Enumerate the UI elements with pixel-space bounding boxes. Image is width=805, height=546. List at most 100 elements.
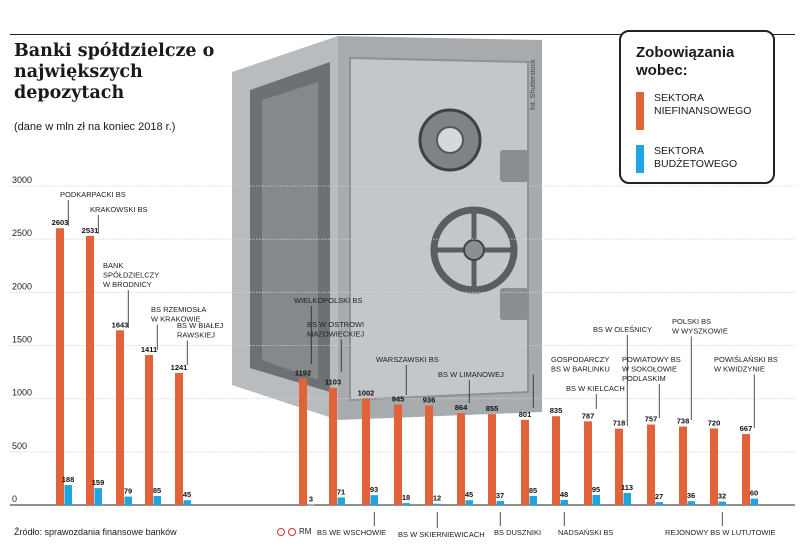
category-label: BS W KIELCACH bbox=[566, 384, 625, 393]
y-tick-label: 3000 bbox=[12, 175, 32, 185]
category-label: KRAKOWSKI BS bbox=[90, 205, 148, 214]
category-label: BS RZEMIOSŁA W KRAKOWIE bbox=[151, 305, 206, 324]
data-label-niefinansowy: 720 bbox=[708, 418, 721, 427]
bar-budzetowy bbox=[433, 503, 441, 505]
category-label: BS DUSZNIKI bbox=[494, 528, 541, 537]
data-label-budzetowy: 18 bbox=[402, 493, 410, 502]
data-label-niefinansowy: 1002 bbox=[358, 388, 375, 397]
data-label-niefinansowy: 936 bbox=[423, 395, 436, 404]
bar-niefinansowy bbox=[175, 373, 183, 505]
data-label-budzetowy: 79 bbox=[124, 487, 132, 496]
data-label-budzetowy: 27 bbox=[655, 492, 663, 501]
data-label-budzetowy: 113 bbox=[621, 483, 633, 492]
category-label: GOSPODARCZY BS W BARLINKU bbox=[551, 355, 610, 374]
bar-budzetowy bbox=[337, 497, 345, 505]
bar-niefinansowy bbox=[116, 330, 124, 505]
data-label-niefinansowy: 855 bbox=[486, 404, 499, 413]
rm-label: RM bbox=[299, 527, 312, 536]
data-label-niefinansowy: 1192 bbox=[295, 368, 311, 377]
rm-mark: RM bbox=[277, 527, 311, 536]
legend: Zobowiązania wobec: SEKTORA NIEFINANSOWE… bbox=[619, 30, 775, 184]
bar-niefinansowy bbox=[615, 428, 623, 505]
y-tick-label: 2000 bbox=[12, 281, 32, 291]
data-label-budzetowy: 60 bbox=[750, 489, 758, 498]
category-label: WIELKOPOLSKI BS bbox=[294, 296, 362, 305]
category-label: POLSKI BS W WYSZKOWIE bbox=[672, 317, 728, 336]
bar-budzetowy bbox=[623, 492, 631, 505]
legend-title: Zobowiązania wobec: bbox=[636, 44, 735, 79]
category-label: BS W SKIERNIEWICACH bbox=[398, 530, 485, 539]
data-label-niefinansowy: 835 bbox=[550, 406, 563, 415]
bar-niefinansowy bbox=[710, 428, 718, 505]
bar-niefinansowy bbox=[86, 235, 94, 505]
data-label-budzetowy: 12 bbox=[433, 494, 441, 503]
bar-budzetowy bbox=[153, 495, 161, 505]
logo-icon bbox=[288, 527, 296, 536]
bar-niefinansowy bbox=[56, 228, 64, 505]
bar-niefinansowy bbox=[457, 413, 465, 505]
bar-budzetowy bbox=[183, 500, 191, 505]
bar-niefinansowy bbox=[362, 398, 370, 505]
legend-label: SEKTORA BUDŻETOWEGO bbox=[654, 145, 738, 170]
legend-swatch-blue bbox=[636, 145, 644, 173]
bar-niefinansowy bbox=[647, 424, 655, 505]
bar-budzetowy bbox=[529, 495, 537, 505]
category-label: NADSAŃSKI BS bbox=[558, 528, 613, 537]
data-label-niefinansowy: 1643 bbox=[112, 320, 129, 329]
data-label-niefinansowy: 718 bbox=[613, 419, 626, 428]
category-label: WARSZAWSKI BS bbox=[376, 355, 439, 364]
data-label-budzetowy: 45 bbox=[183, 490, 191, 499]
category-label: BANK SPÓŁDZIELCZY W BRODNICY bbox=[103, 261, 159, 289]
bar-niefinansowy bbox=[394, 404, 402, 505]
data-label-niefinansowy: 1103 bbox=[325, 378, 341, 387]
y-tick-label: 0 bbox=[12, 494, 17, 504]
bar-niefinansowy bbox=[425, 405, 433, 505]
top-rule bbox=[10, 34, 795, 35]
bar-niefinansowy bbox=[329, 387, 337, 505]
bar-budzetowy bbox=[370, 495, 378, 505]
bar-niefinansowy bbox=[584, 421, 592, 505]
data-label-budzetowy: 93 bbox=[370, 485, 378, 494]
logo-icon bbox=[277, 527, 285, 536]
category-label: BS W OSTROWI MAZOWIECKIEJ bbox=[307, 320, 364, 339]
category-label: PODKARPACKI BS bbox=[60, 190, 126, 199]
photo-credit: fot. Shutterstock bbox=[530, 59, 537, 110]
data-label-budzetowy: 95 bbox=[592, 485, 600, 494]
data-label-budzetowy: 188 bbox=[62, 475, 75, 484]
y-tick-label: 2500 bbox=[12, 228, 32, 238]
y-tick-label: 1000 bbox=[12, 388, 32, 398]
source-note: Źródło: sprawozdania finansowe banków bbox=[14, 527, 177, 537]
category-label: BS W BIAŁEJ RAWSKIEJ bbox=[177, 321, 224, 340]
data-label-budzetowy: 45 bbox=[465, 490, 473, 499]
bar-niefinansowy bbox=[552, 416, 560, 505]
bar-budzetowy bbox=[94, 488, 102, 505]
legend-label: SEKTORA NIEFINANSOWEGO bbox=[654, 92, 752, 117]
bar-budzetowy bbox=[687, 501, 695, 505]
bar-niefinansowy bbox=[145, 354, 153, 505]
data-label-budzetowy: 32 bbox=[718, 492, 726, 501]
bar-niefinansowy bbox=[299, 378, 307, 505]
bar-niefinansowy bbox=[679, 426, 687, 505]
category-label: POWIATOWY BS W SOKOŁOWIE PODLASKIM bbox=[622, 355, 681, 383]
data-label-budzetowy: 36 bbox=[687, 491, 695, 500]
legend-swatch-orange bbox=[636, 92, 644, 130]
data-label-niefinansowy: 2531 bbox=[82, 226, 99, 235]
bar-budzetowy bbox=[402, 503, 410, 505]
data-label-niefinansowy: 801 bbox=[519, 410, 532, 419]
bar-budzetowy bbox=[718, 501, 726, 505]
category-label: BS W OLEŚNICY bbox=[593, 325, 652, 334]
data-label-niefinansowy: 864 bbox=[455, 403, 468, 412]
bar-budzetowy bbox=[307, 504, 315, 506]
data-label-budzetowy: 37 bbox=[496, 491, 504, 500]
data-label-niefinansowy: 945 bbox=[392, 395, 405, 404]
bar-budzetowy bbox=[750, 498, 758, 505]
category-label: REJONOWY BS W LUTUTOWIE bbox=[665, 528, 776, 537]
data-label-niefinansowy: 667 bbox=[740, 424, 753, 433]
category-label: BS WE WSCHOWIE bbox=[317, 528, 386, 537]
bar-budzetowy bbox=[64, 485, 72, 505]
data-label-niefinansowy: 1241 bbox=[171, 363, 188, 372]
bar-budzetowy bbox=[560, 499, 568, 505]
bar-niefinansowy bbox=[742, 434, 750, 505]
bar-budzetowy bbox=[496, 501, 504, 505]
